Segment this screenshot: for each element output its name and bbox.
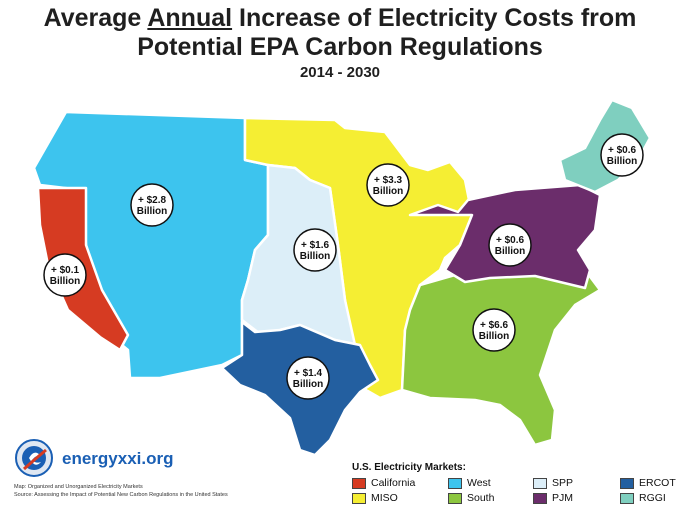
legend-item-miso: MISO [352,492,398,504]
cost-label-pjm: Billion [495,246,526,257]
legend-label: South [467,492,495,504]
legend-label: SPP [552,477,574,489]
title-line1-rest: Increase of Electricity Costs from [232,4,637,32]
legend-item-spp: SPP [533,477,573,489]
cost-bubble-circle [43,253,87,297]
legend-label: RGGI [639,492,666,504]
cost-bubble-circle [472,308,516,352]
legend-item-west: West [448,477,491,489]
cost-label-pjm: + $0.6 [496,235,525,246]
cost-label-south: + $6.6 [480,320,509,331]
cost-label-ercot: Billion [293,379,324,390]
cost-bubble-circle [488,223,532,267]
cost-bubble-circle [366,163,410,207]
cost-label-south: Billion [479,331,510,342]
cost-label-california: + $0.1 [51,265,80,276]
cost-label-california: Billion [50,276,81,287]
legend-label: MISO [371,492,398,504]
cost-label-spp: + $1.6 [301,240,330,251]
legend-item-pjm: PJM [533,492,573,504]
legend-swatch [352,477,366,489]
region-south[interactable] [400,266,602,447]
legend-label: ERCOT [639,477,676,489]
title-emphasis: Annual [147,4,233,32]
legend-item-south: South [448,492,494,504]
legend-swatch [448,477,462,489]
legend-item-california: California [352,477,415,489]
map-footnote: Map: Organized and Unorganized Electrici… [14,484,143,490]
cost-label-west: + $2.8 [138,195,167,206]
legend-item-ercot: ERCOT [620,477,676,489]
cost-label-rggi: + $0.6 [608,145,637,156]
legend-swatch [352,492,366,504]
legend-title: U.S. Electricity Markets: [352,462,466,473]
energyxxi-logo [14,438,54,478]
cost-label-miso: + $3.3 [374,175,403,186]
legend-swatch [533,492,547,504]
legend-label: California [371,477,416,489]
title-line2: Potential EPA Carbon Regulations [137,33,543,61]
cost-label-west: Billion [137,206,168,217]
legend-label: West [467,477,491,489]
cost-bubble-circle [286,356,330,400]
cost-bubble-circle [600,133,644,177]
map-subtitle: 2014 - 2030 [299,64,381,81]
title-prefix: Average [43,4,148,32]
source-footnote: Source: Assessing the Impact of Potentia… [14,492,228,498]
cost-bubble-circle [293,228,337,272]
site-link[interactable]: energyxxi.org [62,449,174,468]
map-title: Average Annual Increase of Electricity C… [0,4,680,62]
legend-label: PJM [552,492,573,504]
cost-label-miso: Billion [373,186,404,197]
legend-swatch [620,492,634,504]
cost-bubble-circle [130,183,174,227]
legend-swatch [533,477,547,489]
legend-swatch [620,477,634,489]
legend-item-rggi: RGGI [620,492,666,504]
legend-swatch [448,492,462,504]
cost-label-ercot: + $1.4 [294,368,323,379]
cost-label-spp: Billion [300,251,331,262]
cost-label-rggi: Billion [607,156,638,167]
